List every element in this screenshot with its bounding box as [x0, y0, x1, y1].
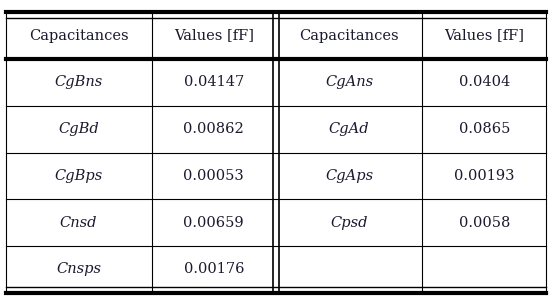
Text: 0.04147: 0.04147 [184, 75, 244, 89]
Text: 0.00659: 0.00659 [183, 216, 244, 230]
Text: Cnsps: Cnsps [56, 262, 101, 276]
Text: Cnsd: Cnsd [60, 216, 97, 230]
Text: Values [fF]: Values [fF] [174, 29, 254, 43]
Text: CgBps: CgBps [55, 169, 103, 183]
Text: 0.00193: 0.00193 [454, 169, 514, 183]
Text: CgAps: CgAps [325, 169, 373, 183]
Text: CgBd: CgBd [58, 122, 99, 136]
Text: 0.0404: 0.0404 [459, 75, 510, 89]
Text: Capacitances: Capacitances [299, 29, 399, 43]
Text: CgBns: CgBns [55, 75, 103, 89]
Text: Capacitances: Capacitances [29, 29, 129, 43]
Text: Cpsd: Cpsd [330, 216, 368, 230]
Text: 0.00862: 0.00862 [183, 122, 244, 136]
Text: 0.0865: 0.0865 [459, 122, 510, 136]
Text: CgAns: CgAns [325, 75, 373, 89]
Text: 0.00176: 0.00176 [183, 262, 244, 276]
Text: 0.0058: 0.0058 [459, 216, 510, 230]
Text: 0.00053: 0.00053 [183, 169, 244, 183]
Text: CgAd: CgAd [329, 122, 369, 136]
Text: Values [fF]: Values [fF] [444, 29, 524, 43]
